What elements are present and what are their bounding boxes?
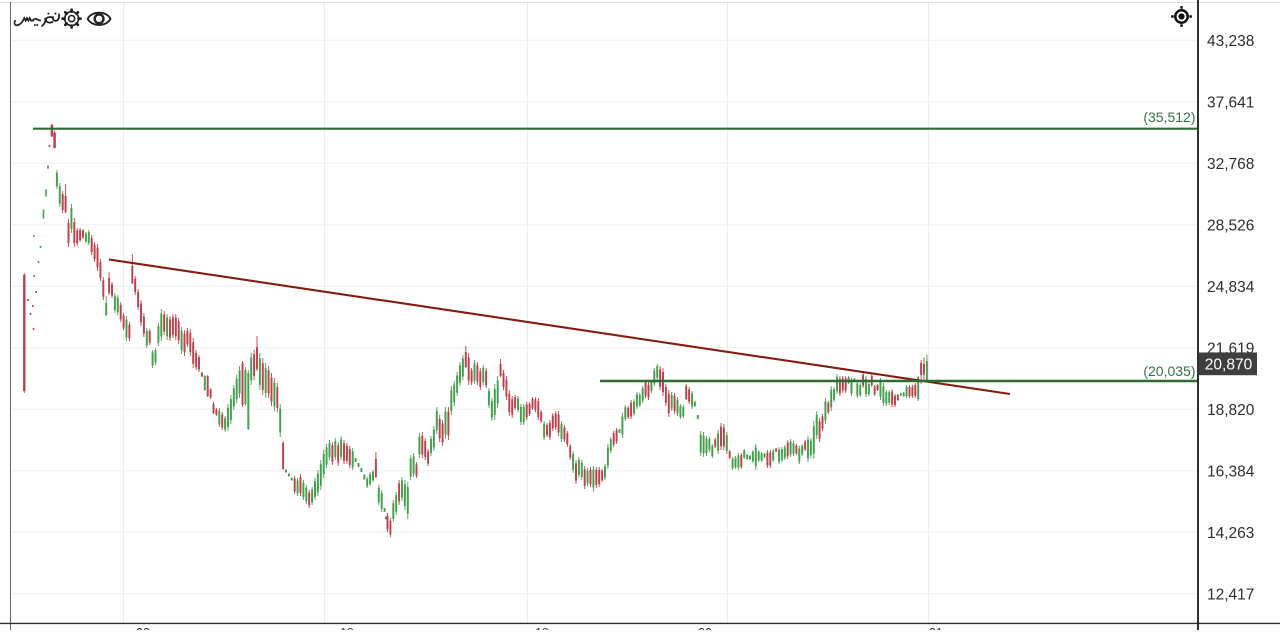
svg-text:32,768: 32,768 bbox=[1207, 156, 1254, 173]
svg-text:20,870: 20,870 bbox=[1205, 357, 1253, 374]
svg-text:28,526: 28,526 bbox=[1207, 218, 1254, 235]
svg-text:16,384: 16,384 bbox=[1207, 464, 1255, 481]
svg-text:37,641: 37,641 bbox=[1207, 95, 1254, 112]
svg-text:14,263: 14,263 bbox=[1207, 525, 1254, 542]
svg-text:(20,035): (20,035) bbox=[1143, 363, 1195, 379]
svg-text:19: 19 bbox=[340, 626, 354, 630]
svg-text:43,238: 43,238 bbox=[1207, 33, 1254, 50]
svg-text:22: 22 bbox=[136, 626, 150, 630]
svg-text:20: 20 bbox=[698, 626, 712, 630]
svg-text:18,820: 18,820 bbox=[1207, 402, 1255, 419]
svg-text:12,417: 12,417 bbox=[1207, 587, 1254, 604]
svg-text:21: 21 bbox=[929, 626, 943, 630]
svg-text:24,834: 24,834 bbox=[1207, 279, 1255, 296]
svg-text:(35,512): (35,512) bbox=[1143, 109, 1195, 125]
svg-text:19: 19 bbox=[535, 626, 549, 630]
